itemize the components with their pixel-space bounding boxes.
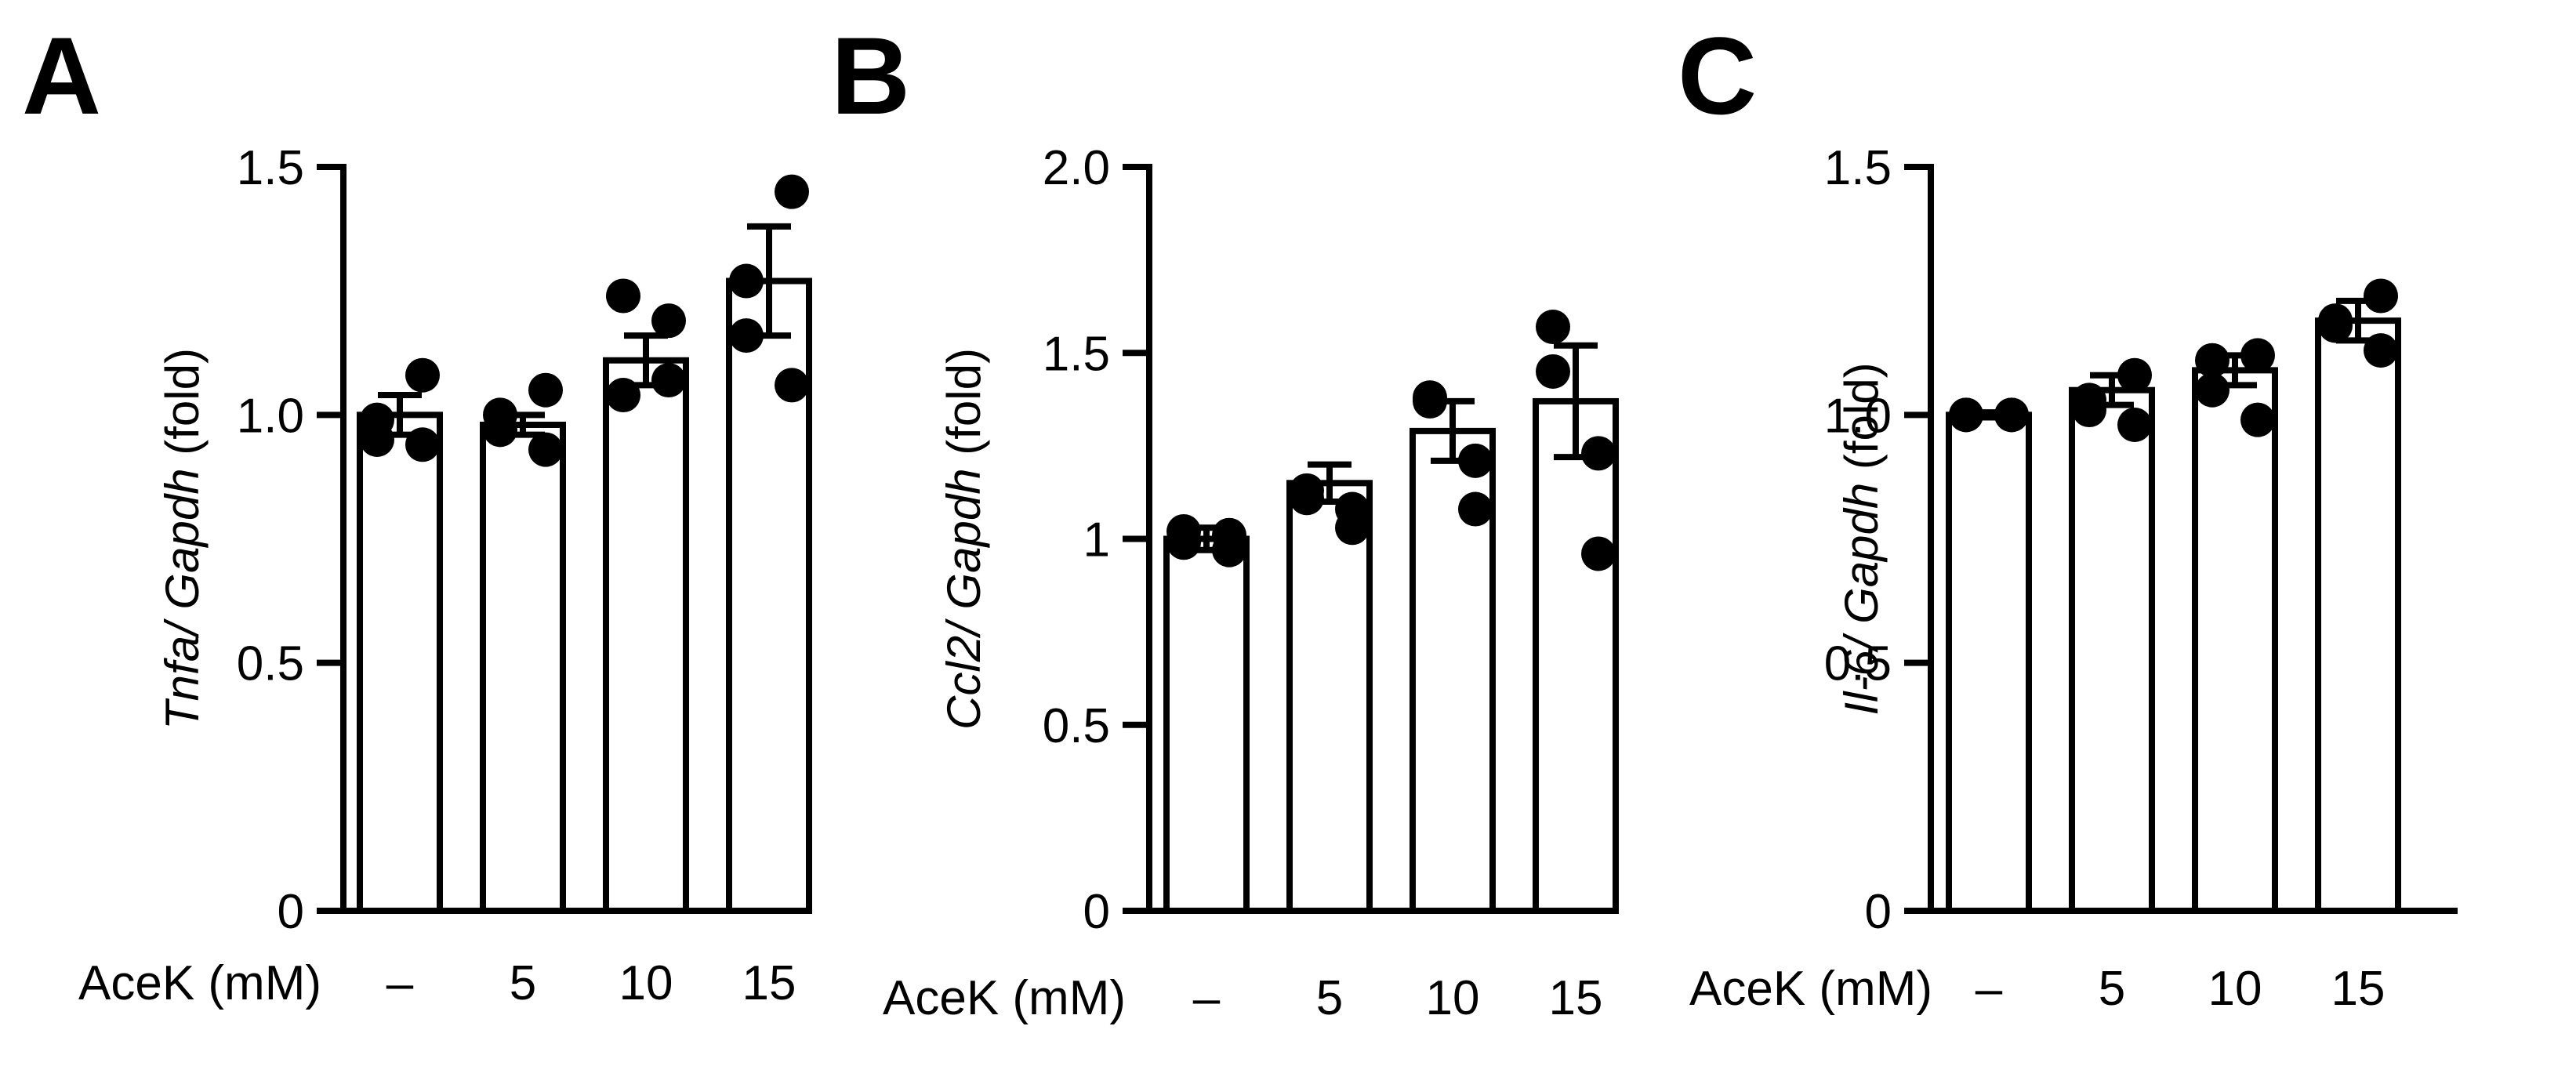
y-tick-label: 0 <box>1083 885 1110 939</box>
y-axis-title-unit: (fold) <box>938 348 990 468</box>
y-tick-label: 0 <box>1865 885 1892 939</box>
y-tick-label: 1.5 <box>237 141 304 195</box>
x-tick-label: 10 <box>619 956 673 1010</box>
y-tick-label: 1.0 <box>237 389 304 443</box>
x-tick-label: 10 <box>1426 971 1480 1025</box>
y-axis-title-gene: Ccl2/ Gapdh <box>938 468 990 730</box>
data-point <box>483 397 517 433</box>
data-point <box>2117 407 2152 442</box>
y-tick-label: 0.5 <box>1824 637 1892 691</box>
bar <box>2315 317 2401 915</box>
x-tick-label: 5 <box>2099 962 2125 1016</box>
y-axis-title: Tnfa/ Gapdh (fold) <box>156 348 209 730</box>
y-tick-label: 0.5 <box>1043 699 1110 753</box>
x-tick-label: 10 <box>2208 962 2262 1016</box>
data-point <box>1581 436 1616 471</box>
x-tick-label: 15 <box>2331 962 2386 1016</box>
y-tick-label: 1.5 <box>1824 141 1892 195</box>
y-axis-title-unit: (fold) <box>156 348 209 468</box>
data-point <box>1581 536 1616 571</box>
data-point <box>360 422 394 457</box>
data-point <box>606 278 640 314</box>
data-point <box>405 427 440 462</box>
panel-b: B 0 0.5 1 1.5 2.0 Ccl2/ Gapdh (fold) AceK (mM) –… <box>831 14 1619 1025</box>
y-axis-title: Ccl2/ Gapdh (fold) <box>938 348 990 730</box>
data-point <box>2240 338 2275 373</box>
x-tick-label: – <box>386 956 414 1010</box>
data-point <box>528 372 563 408</box>
data-point <box>2240 402 2275 437</box>
data-point <box>729 318 764 354</box>
data-point <box>1536 310 1570 345</box>
data-point <box>1166 525 1201 560</box>
panel-letter-c: C <box>1678 14 1757 137</box>
bar <box>2069 386 2155 914</box>
panel-c: C 0 0.5 1.0 1.5 Il-6/ Gapdh (fold) AceK (mM) – 5… <box>1678 14 2458 1016</box>
data-point <box>2318 303 2353 339</box>
y-tick-label: 0.5 <box>237 637 304 691</box>
x-tick-label: 15 <box>742 956 796 1010</box>
y-axis-title-gene: Il-6/ Gapdh <box>1835 483 1888 716</box>
data-point <box>775 174 809 209</box>
x-tick-label: 5 <box>510 956 536 1010</box>
data-point <box>1458 443 1493 478</box>
y-axis-title-gene: Tnfa/ Gapdh <box>156 468 209 730</box>
data-point <box>729 263 764 299</box>
x-axis-label: AceK (mM) <box>78 956 321 1010</box>
data-point <box>651 303 686 339</box>
data-point <box>1413 380 1447 415</box>
bar <box>1533 397 1619 914</box>
y-tick-label: 1 <box>1083 513 1110 567</box>
data-point <box>1994 397 2029 433</box>
x-tick-label: 5 <box>1316 971 1343 1025</box>
y-tick-label: 0 <box>278 885 304 939</box>
data-point <box>775 368 809 403</box>
data-point <box>2195 343 2230 378</box>
data-point <box>405 357 440 393</box>
data-point <box>528 432 563 467</box>
x-tick-label: – <box>1976 962 2003 1016</box>
data-point <box>1536 354 1570 389</box>
panel-letter-a: A <box>22 14 101 137</box>
data-point <box>651 363 686 398</box>
bar <box>2192 367 2278 915</box>
data-point <box>1458 491 1493 527</box>
data-point <box>1212 532 1246 567</box>
data-point <box>2364 333 2398 368</box>
bar <box>480 421 566 914</box>
data-point <box>2195 372 2230 408</box>
data-point <box>1290 480 1324 516</box>
x-tick-label: – <box>1193 971 1221 1025</box>
x-axis-label: AceK (mM) <box>883 971 1126 1025</box>
x-tick-label: 15 <box>1549 971 1603 1025</box>
bar <box>1946 412 2032 914</box>
panel-letter-b: B <box>831 14 910 137</box>
data-point <box>2072 393 2106 428</box>
y-axis-title: Il-6/ Gapdh (fold) <box>1835 362 1888 715</box>
data-point <box>2117 357 2152 393</box>
y-tick-label: 1.5 <box>1043 327 1110 381</box>
data-point <box>606 378 640 413</box>
data-point <box>2364 278 2398 314</box>
x-axis-label: AceK (mM) <box>1689 962 1932 1016</box>
bar <box>1286 480 1373 914</box>
bar <box>1163 535 1250 914</box>
y-tick-label: 2.0 <box>1043 141 1110 195</box>
data-point <box>1949 397 1983 433</box>
data-point <box>1335 510 1370 546</box>
bar <box>603 357 689 914</box>
panel-a: A 0 0.5 1.0 1.5 Tnfa/ Gapdh (fold) AceK (mM) – 5… <box>22 14 812 1010</box>
y-tick-label: 1.0 <box>1824 389 1892 443</box>
y-axis-title-unit: (fold) <box>1835 362 1888 482</box>
bar <box>357 412 443 914</box>
